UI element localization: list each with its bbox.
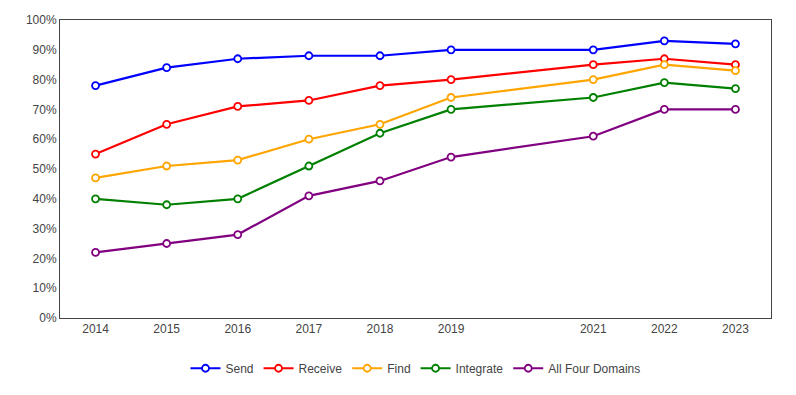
svg-text:70%: 70% xyxy=(33,103,57,117)
svg-text:Integrate: Integrate xyxy=(456,362,504,376)
svg-text:100%: 100% xyxy=(26,13,57,27)
svg-text:Find: Find xyxy=(387,362,410,376)
svg-text:Send: Send xyxy=(226,362,254,376)
svg-text:2019: 2019 xyxy=(438,322,465,336)
svg-text:Receive: Receive xyxy=(299,362,343,376)
svg-text:2023: 2023 xyxy=(722,322,749,336)
svg-text:2015: 2015 xyxy=(153,322,180,336)
svg-text:80%: 80% xyxy=(33,73,57,87)
svg-text:2016: 2016 xyxy=(224,322,251,336)
svg-text:2018: 2018 xyxy=(367,322,394,336)
svg-text:90%: 90% xyxy=(33,43,57,57)
svg-text:2021: 2021 xyxy=(580,322,607,336)
svg-text:2014: 2014 xyxy=(82,322,109,336)
svg-text:0%: 0% xyxy=(39,311,57,325)
svg-text:40%: 40% xyxy=(33,192,57,206)
svg-text:2017: 2017 xyxy=(295,322,322,336)
svg-text:2022: 2022 xyxy=(651,322,678,336)
svg-text:All Four Domains: All Four Domains xyxy=(548,362,640,376)
svg-text:60%: 60% xyxy=(33,132,57,146)
svg-text:30%: 30% xyxy=(33,222,57,236)
svg-text:20%: 20% xyxy=(33,252,57,266)
svg-text:10%: 10% xyxy=(33,281,57,295)
svg-text:50%: 50% xyxy=(33,162,57,176)
